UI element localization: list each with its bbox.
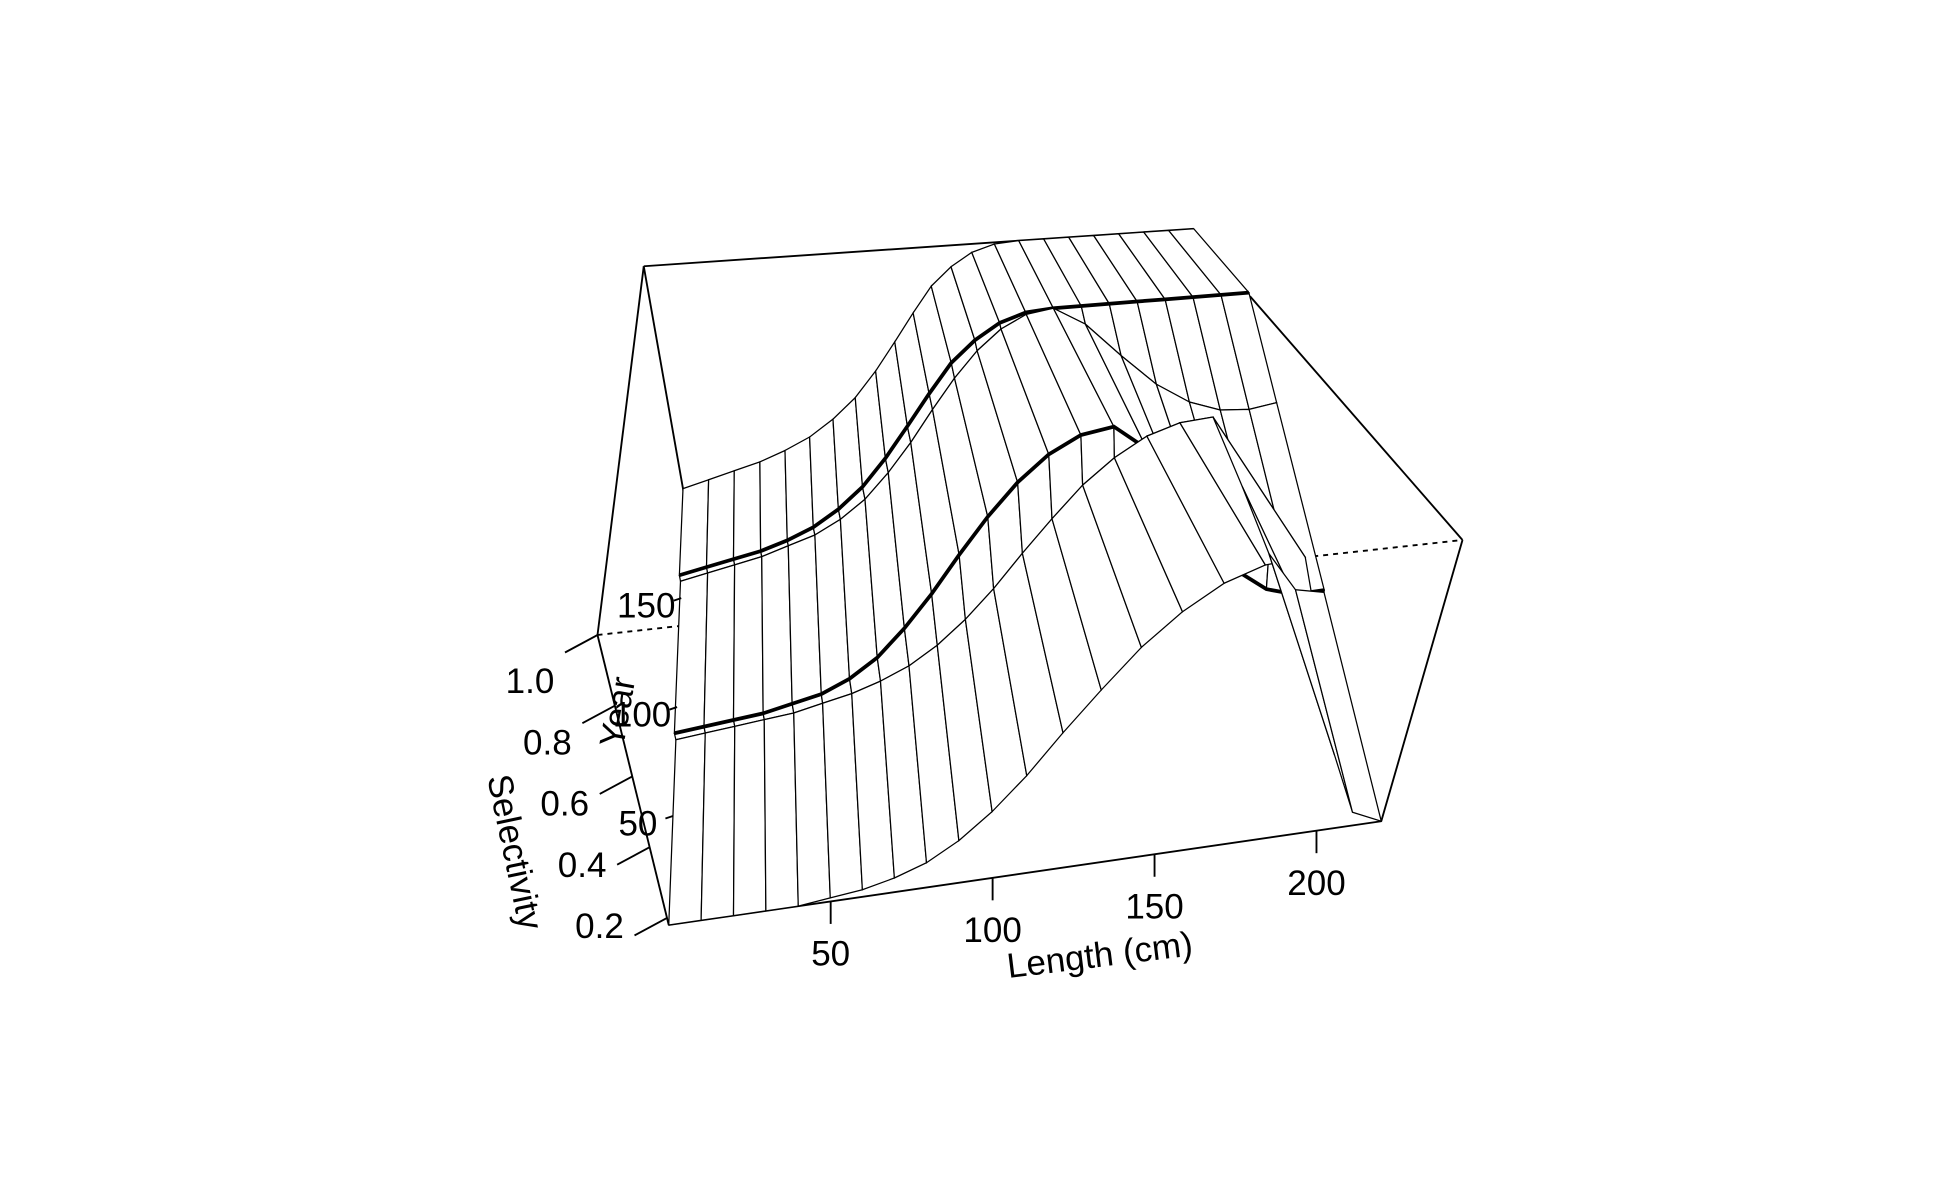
box-edge — [1249, 295, 1464, 541]
surface-facet — [732, 460, 762, 560]
z-tick-label: 0.6 — [540, 785, 589, 824]
surface-facet — [705, 469, 735, 568]
box-edge — [642, 266, 686, 501]
y-tick — [669, 706, 678, 711]
surface-facet — [1294, 589, 1383, 823]
z-tick-label: 0.4 — [558, 846, 607, 885]
surface-facet — [732, 555, 764, 721]
box-edge — [1380, 539, 1464, 822]
z-tick-label: 1.0 — [506, 662, 555, 701]
box-edge — [596, 266, 645, 636]
z-tick — [616, 846, 651, 866]
x-axis-title: Length (cm) — [1005, 925, 1195, 986]
box-edge — [596, 634, 670, 926]
surface-facet — [673, 572, 709, 735]
z-tick — [581, 704, 616, 725]
surface-facet — [703, 564, 736, 728]
surface-facet — [759, 449, 788, 553]
x-tick-label: 200 — [1287, 864, 1345, 903]
x-tick-label: 50 — [811, 935, 850, 974]
z-tick — [564, 634, 598, 654]
y-tick-label: 100 — [613, 695, 671, 734]
y-tick-label: 150 — [617, 586, 675, 625]
surface-facet — [763, 712, 799, 912]
z-tick-label: 0.2 — [575, 907, 624, 946]
surface-facet — [668, 732, 706, 926]
y-tick — [673, 597, 682, 602]
surface-facet — [761, 544, 793, 715]
y-tick-label: 50 — [618, 804, 657, 843]
z-tick-label: 0.8 — [523, 723, 572, 762]
x-tick-label: 100 — [963, 911, 1021, 950]
surface-facet — [700, 725, 736, 921]
surface-facet — [784, 435, 814, 542]
surface-facet — [732, 718, 767, 917]
block-edge-curve — [678, 290, 1250, 578]
z-tick — [599, 775, 633, 795]
x-tick-label: 150 — [1125, 888, 1183, 927]
surface-facet — [678, 478, 710, 577]
y-axis-title: Year — [592, 674, 643, 751]
z-tick — [634, 917, 668, 937]
y-tick — [665, 815, 674, 820]
